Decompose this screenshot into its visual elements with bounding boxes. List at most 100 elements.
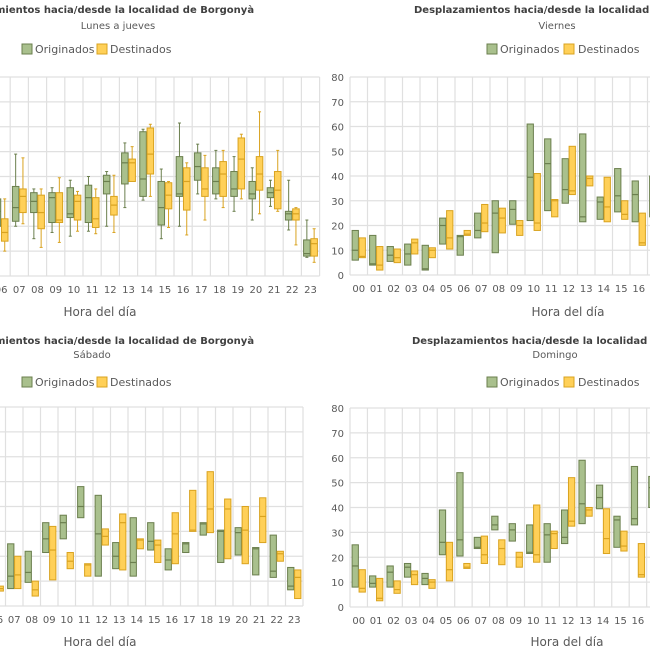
x-tick-label: 07 <box>13 285 26 296</box>
box-originados <box>509 200 517 225</box>
x-tick-label: 22 <box>270 615 283 626</box>
box-destinados <box>621 200 629 220</box>
y-tick-label: 50 <box>331 147 344 158</box>
legend-label-originados: Originados <box>500 376 560 389</box>
box-originados <box>403 562 412 578</box>
box-originados <box>94 494 102 577</box>
box-originados <box>386 246 394 262</box>
chart-panel-domingo: Desplazamientos hacia/desde la localidad… <box>325 325 650 650</box>
x-tick-label: 14 <box>130 615 143 626</box>
chart-title: Desplazamientos hacia/desde la localidad… <box>412 336 650 347</box>
x-tick-label: 00 <box>352 616 365 627</box>
plot-area: 06 07 08 09 10 11 12 13 14 15 16 17 18 19 20 21 22 23 <box>0 76 321 296</box>
x-tick-label: 06 <box>0 285 7 296</box>
chart-title: mientos hacia/desde la localidad de Borg… <box>0 4 254 16</box>
legend-swatch-destinados <box>563 376 575 388</box>
box-destinados <box>84 563 92 577</box>
y-tick-label: 80 <box>331 73 344 84</box>
legend-label-destinados: Destinados <box>578 43 640 56</box>
box-originados <box>508 523 516 542</box>
x-tick-label: 11 <box>86 285 99 296</box>
box-originados <box>544 138 552 212</box>
x-tick-label: 22 <box>286 285 299 296</box>
box-originados <box>212 167 220 195</box>
x-tick-label: 13 <box>113 615 126 626</box>
box-originados <box>230 171 238 197</box>
x-tick-label: 15 <box>615 284 628 295</box>
x-tick-label: 08 <box>492 616 505 627</box>
box-originados <box>595 484 604 510</box>
box-originados <box>287 566 295 591</box>
x-tick-label: 04 <box>422 284 435 295</box>
box-destinados <box>294 569 302 600</box>
box-originados <box>84 184 93 224</box>
box-originados <box>579 133 587 223</box>
box-destinados <box>428 247 436 259</box>
x-tick-label: 11 <box>78 615 91 626</box>
box-originados <box>102 174 111 195</box>
legend-swatch-destinados <box>563 43 575 55</box>
legend-label-originados: Originados <box>35 376 95 389</box>
y-tick-label: 30 <box>331 197 344 208</box>
box-originados <box>157 180 166 226</box>
box-destinados <box>446 210 454 250</box>
x-tick-label: 13 <box>579 616 592 627</box>
box-destinados <box>206 471 214 534</box>
box-originados <box>234 527 242 556</box>
box-destinados <box>428 579 436 589</box>
x-tick-label: 02 <box>387 616 400 627</box>
x-tick-label: 17 <box>195 285 208 296</box>
box-destinados <box>182 167 191 211</box>
chart-subtitle: Lunes a jueves <box>81 21 155 32</box>
box-originados <box>147 522 155 551</box>
y-tick-label: 0 <box>338 271 344 282</box>
box-destinados <box>516 220 524 236</box>
x-tick-label: 16 <box>632 284 645 295</box>
box-destinados <box>393 580 401 594</box>
y-tick-label: 60 <box>331 123 344 134</box>
y-tick-label: 30 <box>331 528 344 539</box>
x-tick-label: 02 <box>387 284 400 295</box>
chart-panel-sabado: mientos hacia/desde la localidad de Borg… <box>0 325 325 650</box>
box-destinados <box>91 197 100 228</box>
box-destinados <box>66 552 74 570</box>
plot-area: 0 10 20 30 40 50 60 70 80 00 01 02 03 04 05 06 07 08 09 10 1… <box>331 404 650 627</box>
chart-svg: mientos hacia/desde la localidad de Borg… <box>0 4 321 319</box>
y-tick-label: 10 <box>331 246 344 257</box>
box-destinados <box>410 570 419 586</box>
x-tick-label: 15 <box>614 616 627 627</box>
legend-swatch-destinados <box>96 376 108 388</box>
x-tick-label: 20 <box>235 615 248 626</box>
box-destinados <box>31 580 39 597</box>
box-destinados <box>603 176 611 223</box>
legend-label-destinados: Destinados <box>578 376 640 389</box>
box-destinados <box>255 156 264 191</box>
x-tick-label: 07 <box>8 615 21 626</box>
legend: Originados Destinados <box>486 43 640 56</box>
box-destinados <box>310 238 318 257</box>
x-tick-label: 12 <box>104 285 117 296</box>
x-tick-label: 21 <box>268 285 281 296</box>
x-tick-label: 09 <box>49 285 62 296</box>
x-tick-label: 09 <box>509 616 522 627</box>
box-destinados <box>567 477 576 527</box>
box-originados <box>561 158 569 204</box>
chart-panel-viernes: Desplazamientos hacia/desde la localidad… <box>325 0 650 325</box>
box-originados <box>182 542 190 554</box>
legend-swatch-originados <box>21 376 33 388</box>
box-destinados <box>393 248 401 264</box>
box-originados <box>560 509 569 545</box>
box-originados <box>24 550 32 583</box>
x-tick-label: 16 <box>632 616 645 627</box>
box-destinados <box>463 562 471 569</box>
box-destinados <box>515 551 523 568</box>
box-destinados <box>620 530 628 552</box>
box-originados <box>491 515 499 531</box>
x-tick-label: 14 <box>140 285 153 296</box>
x-tick-label: 17 <box>183 615 196 626</box>
chart-svg: Desplazamientos hacia/desde la localidad… <box>331 5 650 319</box>
legend-swatch-originados <box>486 43 498 55</box>
box-originados <box>474 212 482 239</box>
box-destinados <box>146 127 155 175</box>
legend: Originados Destinados <box>21 376 172 389</box>
